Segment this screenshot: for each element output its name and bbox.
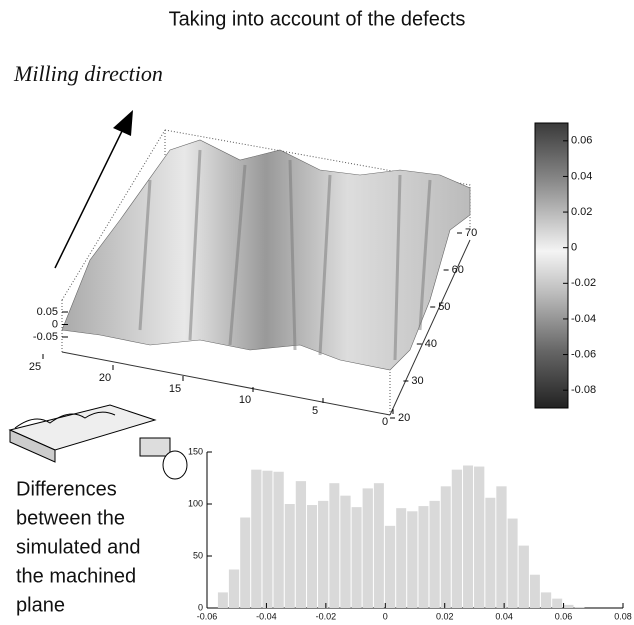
x-tick-label: -0.06: [197, 611, 218, 621]
colorbar-tick-label: 0: [571, 242, 577, 254]
y-tick-label: 70: [465, 227, 477, 239]
bar: [307, 505, 318, 608]
z-tick-label: 0: [52, 318, 58, 330]
y-tick-label: 50: [438, 301, 450, 313]
colorbar-tick-label: 0.02: [571, 206, 592, 218]
z-tick-label: 0.05: [37, 306, 58, 318]
caption-line: plane: [16, 594, 65, 616]
x-tick-label: 0.02: [436, 611, 454, 621]
bar: [228, 569, 240, 608]
bar: [440, 486, 451, 608]
title: Taking into account of the defects: [169, 8, 466, 30]
y-tick-label: 50: [193, 550, 203, 560]
bar: [351, 507, 362, 608]
bar: [318, 500, 329, 608]
y-tick-label: 60: [452, 264, 464, 276]
colorbar-tick-label: 0.04: [571, 170, 592, 182]
x-tick-label: 5: [312, 405, 318, 417]
x-tick-label: 0: [382, 416, 388, 428]
bar: [418, 506, 429, 608]
bar: [485, 497, 496, 608]
caption-line: the machined: [16, 565, 136, 587]
annotation: Milling direction: [13, 61, 163, 86]
x-tick-label: -0.04: [256, 611, 277, 621]
bar: [552, 598, 563, 608]
x-tick-label: -0.02: [316, 611, 337, 621]
x-tick-label: 0.04: [495, 611, 513, 621]
bar: [474, 466, 485, 608]
colorbar-tick-label: 0.06: [571, 135, 592, 147]
bar: [463, 465, 474, 608]
x-tick-label: 0.08: [614, 611, 632, 621]
y-tick-label: 20: [398, 412, 410, 424]
bar: [396, 508, 407, 608]
y-tick-label: 100: [188, 498, 203, 508]
bar: [518, 545, 529, 608]
y-tick-label: 40: [425, 338, 437, 350]
bar: [563, 604, 574, 608]
bar: [262, 470, 273, 608]
bar: [295, 481, 307, 608]
x-tick-label: 15: [169, 383, 181, 395]
bar: [496, 486, 507, 608]
colorbar-tick-label: -0.02: [571, 277, 596, 289]
bar: [329, 483, 340, 608]
colorbar: [534, 122, 569, 409]
bar: [284, 504, 295, 608]
colorbar-tick-label: -0.06: [571, 348, 596, 360]
bar: [451, 469, 463, 608]
surface: [61, 139, 471, 416]
arrow: [54, 110, 133, 269]
caption-line: Differences: [16, 478, 117, 500]
bar: [240, 517, 251, 608]
bar: [540, 592, 552, 608]
x-tick-label: 25: [29, 361, 41, 373]
y-tick-label: 30: [411, 375, 423, 387]
x-tick-label: 0.06: [555, 611, 573, 621]
x-tick-label: 20: [99, 372, 111, 384]
bar: [251, 469, 262, 608]
bar: [574, 606, 585, 608]
y-tick-label: 150: [188, 446, 203, 456]
z-tick-label: -0.05: [33, 331, 58, 343]
bar: [373, 483, 384, 608]
colorbar-tick-label: -0.08: [571, 384, 596, 396]
bar: [407, 511, 418, 608]
x-tick-label: 0: [383, 611, 388, 621]
bar: [507, 518, 518, 608]
bar: [273, 471, 284, 608]
bar: [217, 592, 228, 608]
bar: [529, 574, 540, 608]
bar: [429, 500, 440, 608]
colorbar-tick-label: -0.04: [571, 313, 596, 325]
caption-line: simulated and: [16, 536, 141, 558]
x-tick-label: 10: [239, 394, 251, 406]
y-tick-label: 0: [198, 602, 203, 612]
caption-line: between the: [16, 507, 125, 529]
bar: [340, 495, 351, 608]
bar: [362, 488, 373, 608]
tool-icon: [8, 404, 188, 480]
bar: [384, 525, 396, 608]
